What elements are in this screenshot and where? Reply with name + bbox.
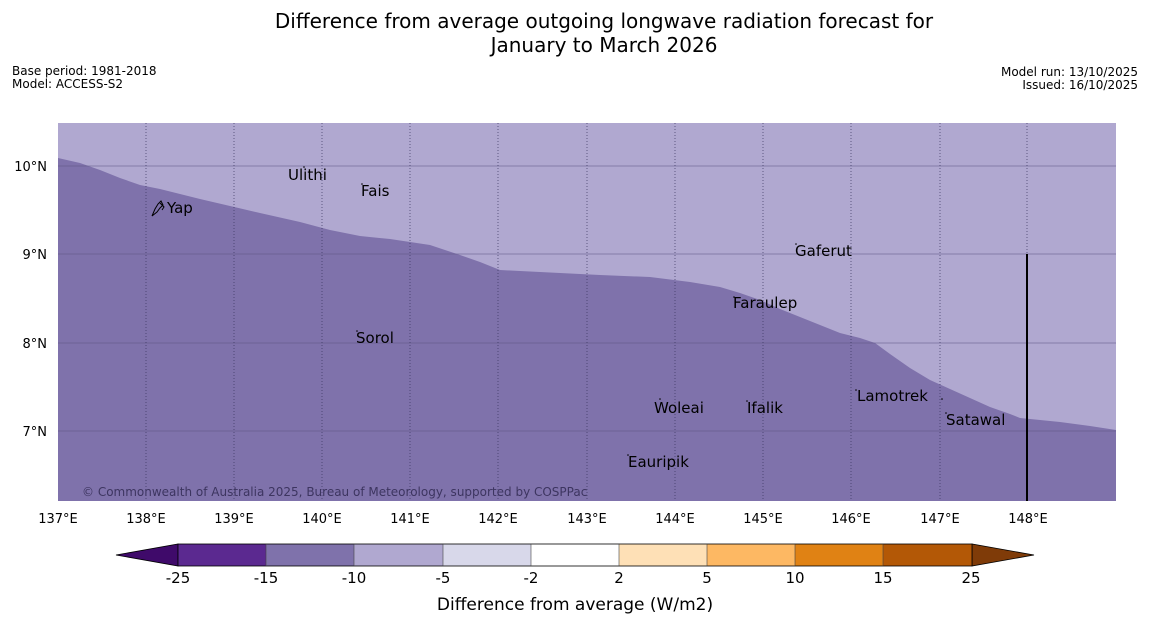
lon-tick-145: 145°E [743,512,783,527]
colorbar-tick: -10 [342,569,367,587]
colorbar-tick: 5 [702,569,712,587]
island-dot-fais [361,183,363,185]
place-lamotrek: Lamotrek [857,387,928,405]
place-ulithi: Ulithi [288,166,327,184]
place-eauripik: Eauripik [628,453,689,471]
colorbar-tick-labels: -25 -15 -10 -5 -2 2 5 10 15 25 [166,569,981,587]
island-dot-eauripik [627,454,629,456]
map-credit: © Commonwealth of Australia 2025, Bureau… [82,485,587,499]
lon-tick-141: 141°E [390,512,430,527]
issued-date: Issued: 16/10/2025 [1022,78,1138,92]
place-faraulep: Faraulep [733,294,797,312]
yap-island-shape [151,200,165,217]
place-labels: Yap Ulithi Fais Gaferut Faraulep Sorol W… [166,166,1005,471]
lon-tick-144: 144°E [655,512,695,527]
colorbar-tick: -2 [524,569,539,587]
lon-tick-148: 148°E [1008,512,1048,527]
colorbar-segment-4 [443,544,531,566]
colorbar-segment-2 [266,544,354,566]
colorbar-tick: 25 [961,569,980,587]
colorbar-tick: 15 [873,569,892,587]
island-dot-ifalik [746,400,748,402]
place-ifalik: Ifalik [747,399,783,417]
lon-tick-137: 137°E [38,512,78,527]
colorbar-arrow-low [115,543,179,567]
lat-tick-7: 7°N [23,425,48,440]
lat-tick-9: 9°N [23,248,48,263]
base-period: Base period: 1981-2018 [12,64,157,78]
place-satawal: Satawal [946,411,1005,429]
lon-tick-147: 147°E [920,512,960,527]
island-dot-faraulep [733,296,735,298]
colorbar-segment-5 [531,544,619,566]
colorbar-segment-1 [178,544,266,566]
colorbar-title: Difference from average (W/m2) [437,595,713,615]
colorbar-arrow-high [971,543,1035,567]
colorbar-segment-6 [619,544,707,566]
place-sorol: Sorol [356,329,394,347]
island-dot-woleai [659,398,661,400]
model-run: Model run: 13/10/2025 [1000,65,1138,79]
place-yap: Yap [166,199,193,217]
island-dot-satawal [945,412,947,414]
colorbar-segment-9 [883,544,972,566]
island-dot-gaferut [795,243,797,245]
colorbar-tick: -15 [254,569,279,587]
lon-grid [145,123,1028,501]
place-woleai: Woleai [654,399,704,417]
lon-tick-138: 138°E [126,512,166,527]
colorbar-tick: 2 [614,569,624,587]
colorbar-segment-3 [354,544,443,566]
island-dot-west-fayu [941,398,943,400]
colorbar-frame [177,543,973,567]
info-right: Model run: 13/10/2025 Issued: 16/10/2025 [1001,66,1138,92]
lon-tick-139: 139°E [214,512,254,527]
model-name: Model: ACCESS-S2 [12,77,124,91]
lon-tick-labels: 137°E 138°E 139°E 140°E 141°E 142°E 143°… [38,512,1048,527]
colorbar-tick: 10 [785,569,804,587]
place-gaferut: Gaferut [795,242,852,260]
colorbar-tick: -25 [166,569,191,587]
colorbar: -25 -15 -10 -5 -2 2 5 10 15 25 Differenc… [115,543,1035,615]
island-dot-lamotrek [855,389,857,391]
lon-tick-140: 140°E [302,512,342,527]
map-title: Difference from average outgoing longwav… [0,9,1150,57]
colorbar-tick: -5 [436,569,451,587]
region-minus10-to-minus15 [58,158,1116,501]
place-fais: Fais [361,182,390,200]
info-left: Base period: 1981-2018 Model: ACCESS-S2 [12,65,157,91]
island-dot-sorol [356,330,358,332]
lat-tick-10: 10°N [14,160,47,175]
lon-tick-146: 146°E [831,512,871,527]
lon-tick-142: 142°E [478,512,518,527]
colorbar-dividers [265,544,884,566]
map-title-line2: January to March 2026 [490,33,718,57]
colorbar-segment-7 [707,544,795,566]
lat-tick-labels: 10°N 9°N 8°N 7°N [14,160,47,440]
island-dot-ulithi [303,166,305,168]
colorbar-segment-8 [795,544,883,566]
map-title-line1: Difference from average outgoing longwav… [274,9,934,33]
island-dots [303,166,947,456]
lat-tick-8: 8°N [23,337,48,352]
lon-tick-143: 143°E [567,512,607,527]
